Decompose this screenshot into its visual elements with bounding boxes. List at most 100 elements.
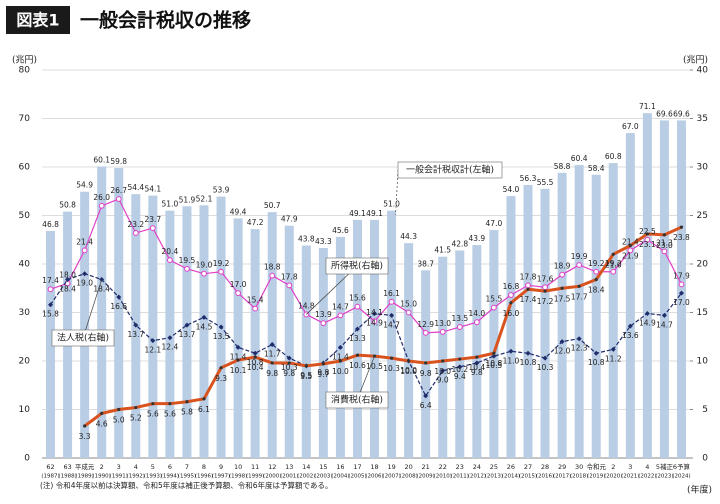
line-marker [456,324,463,330]
line-value-label: 10.8 [588,358,605,367]
line-marker [662,233,667,237]
x-tick-label: 2 [100,463,104,471]
x-tick-label: 22 [439,463,447,471]
x-tick-label: 6予算 [673,462,691,471]
bar-value-label: 47.0 [486,219,503,228]
line-marker [354,326,360,332]
line-marker [150,338,156,344]
line-value-label: 17.9 [673,271,690,280]
line-value-label: 11.4 [332,352,349,361]
line-marker [117,407,121,412]
line-marker [287,361,291,365]
line-value-label: 17.8 [520,272,537,281]
bar-value-label: 46.8 [42,220,59,229]
line-value-label: 14.7 [332,302,349,311]
x-tick-label: 2 [611,463,615,471]
line-value-label: 10.8 [520,358,537,367]
line-value-label: 16.0 [503,309,520,318]
line-value-label: 13.9 [315,310,332,319]
line-marker [372,310,378,316]
line-marker [184,322,190,328]
bar-value-label: 53.9 [213,186,230,195]
x-tick-label: 6 [168,463,172,471]
line-marker [201,314,207,320]
line-marker [286,355,292,361]
line-marker [405,309,412,316]
line-value-label: 10.4 [247,363,264,372]
line-marker [576,262,583,268]
bar-value-label: 58.4 [588,164,605,173]
y-tick-label: 40 [19,260,31,270]
line-marker [270,361,274,365]
line-marker [269,342,275,348]
bar [591,174,601,458]
y2-tick-label: 35 [697,114,708,124]
bar-value-label: 49.1 [366,209,383,218]
line-value-label: 19.9 [571,252,588,261]
y-tick-label: 20 [19,357,31,367]
line-marker [475,355,479,359]
bar-value-label: 52.1 [196,194,213,203]
bar [659,120,669,458]
line-value-label: 10.0 [400,367,417,376]
x-tick-label: 21 [422,463,430,471]
x-tick-label: 3 [628,463,632,471]
line-marker [389,356,394,360]
line-marker [48,302,54,308]
line-marker [508,292,514,298]
x-tick-label: 62 [46,463,54,471]
bar [404,243,414,458]
line-marker [132,230,139,236]
line-value-label: 21.4 [76,237,93,246]
annotation-box [325,391,389,409]
figure-label-box [6,6,70,34]
line-marker [100,411,104,415]
y2-tick-label: 25 [697,211,708,221]
annotation-pointer [395,169,399,215]
bar-value-label: 71.1 [639,102,656,111]
line [50,273,682,398]
x-tick-label: 23 [456,463,464,471]
y2-tick-label: 15 [697,308,708,318]
line-marker [644,236,651,243]
line-value-label: 12.4 [162,343,179,352]
x-tick-label: 5補正 [656,462,674,471]
line-value-label: 17.0 [230,280,247,289]
bar-value-label: 55.5 [537,178,554,187]
x-tick-label: 28 [541,463,549,471]
bar-value-label: 45.6 [332,226,349,235]
line-value-label: 13.0 [434,319,451,328]
line-value-label: 14.0 [468,309,485,318]
x-tick-year: (1991) [110,474,128,480]
annotation-label: 一般会計税収計(左軸) [406,164,494,176]
y2-tick-label: 10 [697,357,709,367]
bar-value-label: 43.8 [298,235,315,244]
line-value-label: 12.9 [417,320,434,329]
line-value-label: 19.2 [588,259,605,268]
bar [199,205,209,458]
x-tick-label: 25 [490,463,498,471]
bar [165,210,175,458]
line-value-label: 17.5 [554,294,571,303]
x-tick-label: 63 [63,463,71,471]
line-marker [678,281,685,288]
line-marker [509,301,513,305]
annotation-label: 消費税(右軸) [331,394,383,406]
line-value-label: 5.6 [147,410,159,419]
x-tick-year: (2013) [485,474,503,480]
line-marker [594,277,598,282]
line-value-label: 10.3 [537,363,554,372]
line-value-label: 6.4 [420,401,432,410]
line-marker [81,247,88,254]
x-tick-label: 30 [575,463,583,471]
line-marker [167,335,173,341]
x-tick-year: (1994) [161,474,179,480]
x-tick-year: (2010) [434,474,452,480]
x-tick-label: 24 [473,463,481,471]
line-value-label: 9.5 [300,371,312,380]
line-value-label: 21.4 [622,237,639,246]
line-value-label: 6.1 [198,405,210,414]
y2-tick-label: 30 [697,163,709,173]
line-marker [116,294,122,300]
line-value-label: 10.5 [366,362,383,371]
